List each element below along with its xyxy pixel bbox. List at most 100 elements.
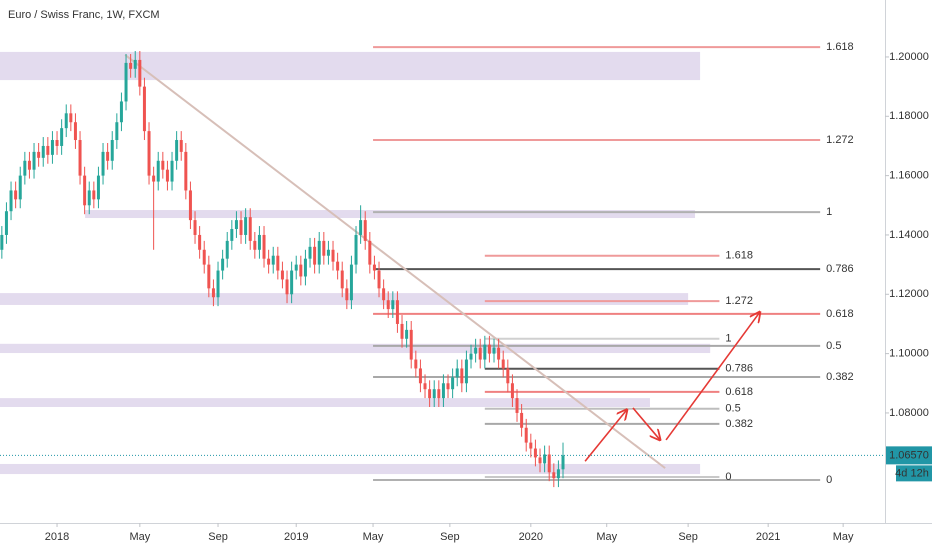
x-tick-label: May — [833, 531, 854, 543]
candle-body — [147, 131, 151, 176]
candle-body — [41, 145, 45, 158]
candle-body — [92, 190, 96, 200]
trendline — [124, 54, 666, 469]
x-tick-label: 2021 — [756, 531, 780, 543]
candle-body — [317, 240, 321, 265]
fib-label: 1.618 — [725, 250, 753, 262]
y-tick-label: 1.20000 — [889, 51, 929, 63]
candle-body — [322, 240, 326, 256]
x-tick-label: 2018 — [45, 531, 69, 543]
candle-body — [464, 359, 468, 384]
candle-body — [179, 140, 183, 152]
fib-label: 0 — [826, 474, 832, 486]
x-tick-label: May — [363, 531, 384, 543]
candle-body — [359, 220, 363, 235]
zone — [85, 210, 696, 219]
candle-body — [152, 175, 156, 182]
candle-body — [354, 234, 358, 265]
candle-body — [395, 300, 399, 324]
candle-body — [230, 229, 234, 241]
candle-body — [225, 240, 229, 259]
candle-body — [239, 220, 243, 235]
candle-body — [377, 270, 381, 289]
candle-body — [276, 255, 280, 271]
candle-body — [207, 264, 211, 289]
candle-body — [133, 59, 137, 69]
candle-body — [142, 86, 146, 132]
candle-body — [497, 347, 501, 360]
arrow — [584, 410, 627, 462]
candle-body — [216, 270, 220, 298]
candle-body — [198, 234, 202, 250]
candle-body — [446, 383, 450, 390]
candle-body — [248, 217, 252, 241]
candle-body — [64, 113, 68, 129]
candle-body — [556, 469, 560, 479]
candle-body — [0, 234, 4, 250]
zone — [0, 293, 689, 305]
candle-body — [161, 160, 165, 170]
candle-body — [386, 300, 390, 310]
candle-body — [221, 258, 225, 271]
candle-body — [506, 368, 510, 384]
candle-body — [60, 128, 64, 146]
candle-body — [308, 246, 312, 259]
fib-label: 0.618 — [826, 308, 854, 320]
last-price-label: 1.06570 — [889, 449, 929, 461]
candle-body — [202, 249, 206, 265]
zone — [0, 343, 711, 354]
candle-body — [285, 279, 289, 295]
candle-body — [441, 383, 445, 399]
candle-body — [533, 448, 537, 458]
fib-label: 0.5 — [725, 403, 740, 415]
last-price-box — [886, 446, 932, 465]
fib-label: 0.786 — [826, 263, 854, 275]
candle-body — [515, 398, 519, 413]
countdown: 4d 12h — [895, 467, 929, 479]
candle-body — [345, 288, 349, 301]
candle-body — [4, 211, 8, 235]
candle-body — [460, 368, 464, 384]
candle-body — [547, 454, 551, 473]
x-tick-label: Sep — [440, 531, 460, 543]
candle-body — [32, 151, 36, 170]
candle-body — [313, 246, 317, 265]
candle-body — [175, 140, 179, 161]
fib-label: 0.786 — [725, 363, 753, 375]
candle-body — [451, 377, 455, 390]
candle-body — [326, 249, 330, 256]
candle-body — [455, 368, 459, 378]
candle-body — [129, 62, 133, 69]
candle-body — [368, 240, 372, 265]
candle-body — [303, 258, 307, 277]
candle-body — [73, 122, 77, 141]
candle-body — [428, 389, 432, 399]
candle-body — [184, 151, 188, 191]
candle-body — [87, 190, 91, 206]
candle-body — [400, 323, 404, 339]
candle-body — [409, 329, 413, 360]
candle-body — [414, 359, 418, 369]
candle-body — [520, 412, 524, 428]
candle-body — [110, 140, 114, 161]
candle-body — [115, 122, 119, 141]
fib-label: 0.5 — [826, 340, 841, 352]
candle-body — [46, 145, 50, 155]
candle-body — [469, 353, 473, 360]
candle-body — [405, 329, 409, 339]
candle-body — [257, 234, 261, 250]
fib-label: 1 — [725, 333, 731, 345]
candle-body — [391, 300, 395, 310]
candle-body — [50, 140, 54, 155]
candle-body — [418, 368, 422, 384]
candle-body — [37, 151, 41, 158]
candle-body — [156, 160, 160, 182]
candle-body — [538, 457, 542, 464]
candle-body — [119, 101, 123, 123]
candle-body — [188, 190, 192, 221]
candle-body — [9, 190, 13, 212]
candle-body — [552, 472, 556, 479]
arrow — [665, 312, 760, 441]
candle-body — [280, 270, 284, 280]
